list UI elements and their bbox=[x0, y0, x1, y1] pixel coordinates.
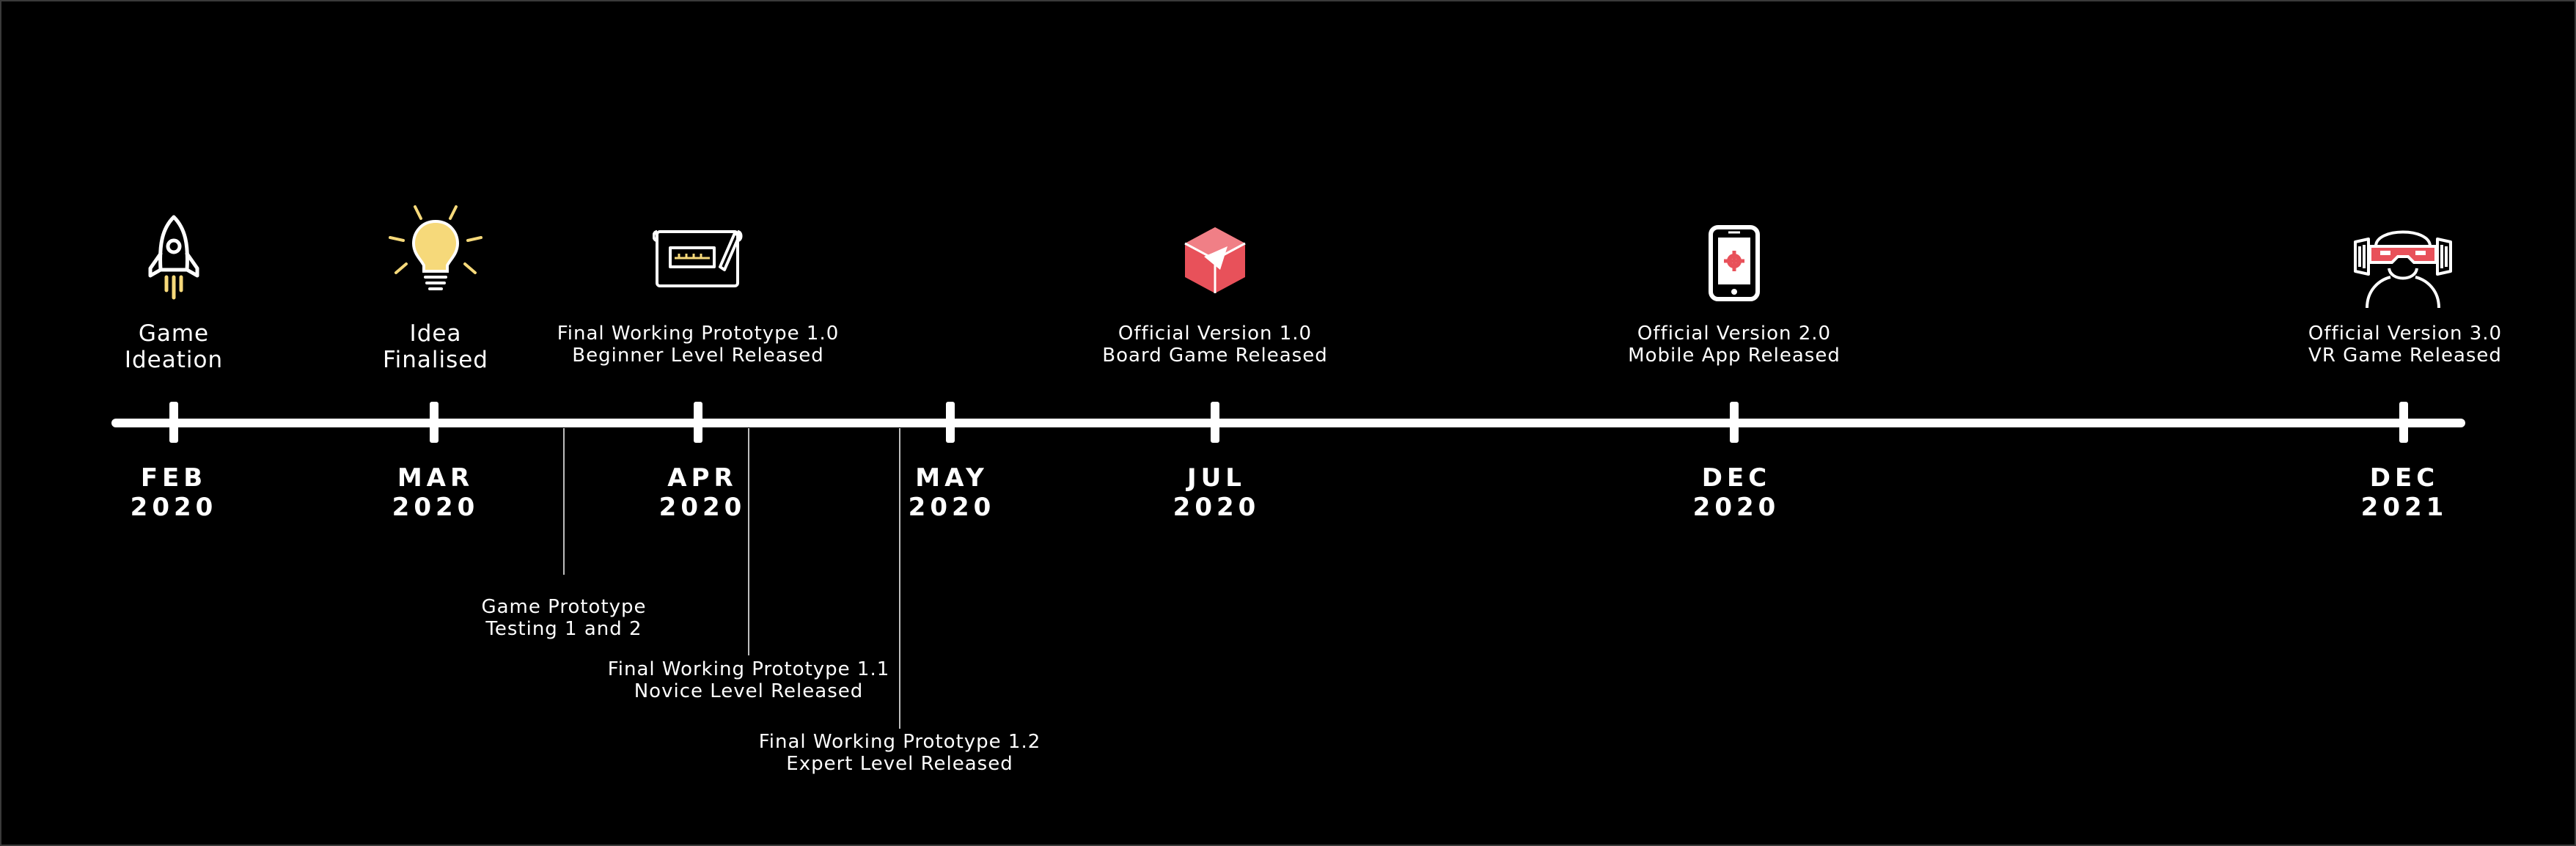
date-month: FEB bbox=[140, 463, 208, 493]
sub-event-leader-line bbox=[899, 428, 900, 729]
timeline-axis bbox=[111, 419, 2465, 427]
sub-event-leader-line bbox=[748, 428, 749, 655]
tick-jul-2020 bbox=[1211, 402, 1219, 443]
tick-dec-2020 bbox=[1730, 402, 1739, 443]
label-line: Final Working Prototype 1.0 bbox=[557, 323, 840, 345]
blueprint-icon bbox=[653, 230, 743, 287]
date-year: 2020 bbox=[1173, 493, 1261, 522]
date-year: 2020 bbox=[130, 493, 218, 522]
date-year: 2020 bbox=[392, 493, 480, 522]
date-label: MAR 2020 bbox=[348, 463, 524, 522]
label-line: Ideation bbox=[124, 347, 224, 373]
label-line: Final Working Prototype 1.1 bbox=[607, 658, 890, 680]
label-line: Idea bbox=[409, 320, 462, 347]
tick-may-2020 bbox=[946, 402, 955, 443]
sub-event-label: Final Working Prototype 1.2 Expert Level … bbox=[738, 731, 1061, 775]
lightbulb-icon bbox=[389, 205, 482, 290]
date-label: DEC 2021 bbox=[2316, 463, 2492, 522]
date-label: MAY 2020 bbox=[864, 463, 1040, 522]
milestone-label: Game Ideation bbox=[12, 320, 335, 373]
board-game-box-icon bbox=[1184, 227, 1246, 293]
label-line: Beginner Level Released bbox=[572, 345, 824, 367]
date-label: DEC 2020 bbox=[1648, 463, 1824, 522]
sub-event-label: Final Working Prototype 1.1 Novice Level … bbox=[587, 658, 910, 702]
label-line: Mobile App Released bbox=[1628, 345, 1841, 367]
label-line: Final Working Prototype 1.2 bbox=[758, 731, 1041, 753]
date-label: JUL 2020 bbox=[1129, 463, 1304, 522]
tick-mar-2020 bbox=[430, 402, 438, 443]
date-year: 2020 bbox=[908, 493, 996, 522]
date-month: DEC bbox=[2369, 463, 2440, 493]
milestone-label: Official Version 2.0 Mobile App Released bbox=[1573, 323, 1896, 367]
mobile-app-icon bbox=[1709, 225, 1760, 301]
date-month: JUL bbox=[1187, 463, 1246, 493]
label-line: Board Game Released bbox=[1102, 345, 1328, 367]
label-line: Official Version 2.0 bbox=[1637, 323, 1832, 345]
label-line: Finalised bbox=[383, 347, 488, 373]
date-label: FEB 2020 bbox=[86, 463, 262, 522]
date-year: 2021 bbox=[2360, 493, 2448, 522]
date-month: MAR bbox=[397, 463, 474, 493]
rocket-icon bbox=[148, 215, 199, 300]
label-line: Official Version 3.0 bbox=[2308, 323, 2503, 345]
date-month: DEC bbox=[1701, 463, 1772, 493]
label-line: Game bbox=[138, 320, 210, 347]
vr-headset-icon bbox=[2354, 230, 2452, 309]
tick-apr-2020 bbox=[694, 402, 702, 443]
label-line: Game Prototype bbox=[481, 596, 647, 618]
date-month: MAY bbox=[915, 463, 988, 493]
sub-event-label: Game Prototype Testing 1 and 2 bbox=[403, 596, 725, 640]
date-month: APR bbox=[667, 463, 738, 493]
tick-dec-2021 bbox=[2399, 402, 2408, 443]
label-line: VR Game Released bbox=[2308, 345, 2502, 367]
label-line: Novice Level Released bbox=[634, 680, 864, 702]
date-label: APR 2020 bbox=[614, 463, 790, 522]
milestone-label: Final Working Prototype 1.0 Beginner Leve… bbox=[537, 323, 859, 367]
milestone-label: Idea Finalised bbox=[274, 320, 597, 373]
milestone-label: Official Version 3.0 VR Game Released bbox=[2244, 323, 2566, 367]
label-line: Expert Level Released bbox=[786, 753, 1013, 775]
label-line: Testing 1 and 2 bbox=[485, 618, 642, 640]
tick-feb-2020 bbox=[169, 402, 178, 443]
label-line: Official Version 1.0 bbox=[1118, 323, 1313, 345]
sub-event-leader-line bbox=[563, 428, 565, 575]
date-year: 2020 bbox=[1692, 493, 1780, 522]
date-year: 2020 bbox=[658, 493, 746, 522]
milestone-label: Official Version 1.0 Board Game Released bbox=[1054, 323, 1376, 367]
